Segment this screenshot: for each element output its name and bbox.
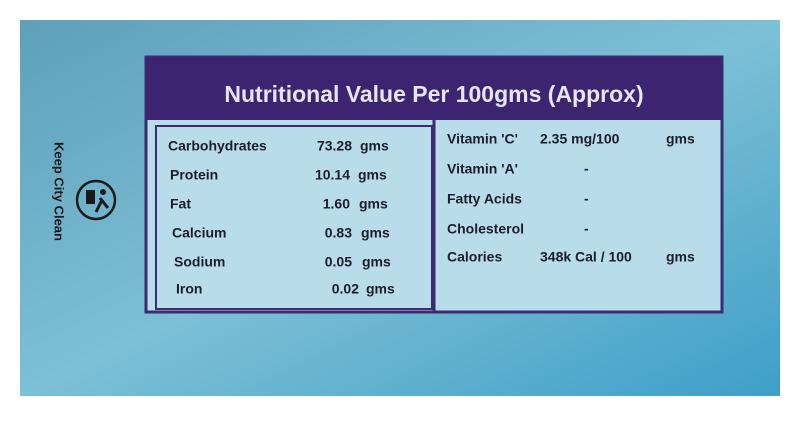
nutrient-name: Fat bbox=[170, 196, 191, 212]
nutrient-unit: gms bbox=[666, 249, 695, 265]
nutrient-name: Sodium bbox=[174, 254, 225, 270]
nutrient-value: 0.83 bbox=[325, 225, 352, 241]
nutrient-value: - bbox=[584, 161, 589, 177]
nutrient-unit: gms bbox=[366, 281, 395, 297]
nutrient-unit: gms bbox=[361, 225, 390, 241]
nutrient-value: 10.14 bbox=[315, 167, 350, 183]
nutrient-name: Iron bbox=[176, 281, 202, 297]
nutrient-unit: gms bbox=[360, 138, 389, 154]
nutrient-value: - bbox=[584, 191, 589, 207]
side-text: Keep City Clean bbox=[52, 142, 67, 241]
left-box bbox=[155, 125, 433, 310]
nutrient-name: Vitamin 'A' bbox=[447, 161, 518, 177]
nutrient-name: Calories bbox=[447, 249, 502, 265]
nutrient-unit: gms bbox=[359, 196, 388, 212]
logo bbox=[75, 179, 117, 221]
nutrient-name: Fatty Acids bbox=[447, 191, 522, 207]
nutrient-value: 2.35 mg/100 bbox=[540, 131, 620, 147]
nutrient-value: - bbox=[584, 221, 589, 237]
nutrient-unit: gms bbox=[362, 254, 391, 270]
nutrient-unit: gms bbox=[358, 167, 387, 183]
nutrient-value: 348k Cal / 100 bbox=[540, 249, 632, 265]
nutrient-name: Protein bbox=[170, 167, 218, 183]
nutrient-value: 1.60 bbox=[323, 196, 350, 212]
nutrient-name: Carbohydrates bbox=[168, 138, 267, 154]
nutrient-value: 73.28 bbox=[317, 138, 352, 154]
title-band bbox=[146, 57, 722, 120]
nutrient-value: 0.05 bbox=[325, 254, 352, 270]
nutrient-unit: gms bbox=[666, 131, 695, 147]
nutrient-name: Calcium bbox=[172, 225, 226, 241]
nutrient-name: Cholesterol bbox=[447, 221, 524, 237]
nutrient-value: 0.02 bbox=[332, 281, 359, 297]
nutrient-name: Vitamin 'C' bbox=[447, 131, 518, 147]
label-title: Nutritional Value Per 100gms (Approx) bbox=[224, 81, 643, 107]
